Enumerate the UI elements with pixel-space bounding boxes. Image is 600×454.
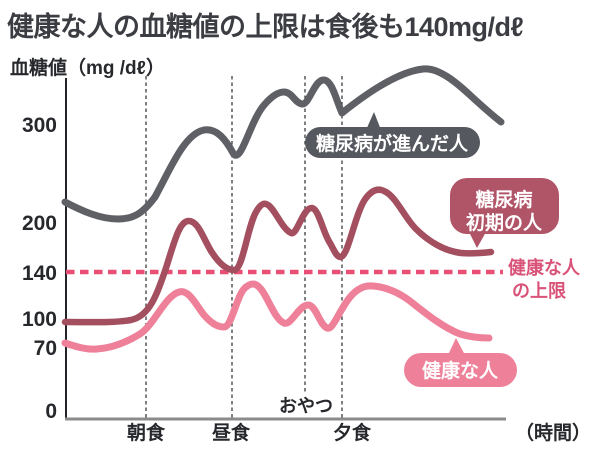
series-advanced-diabetes-line bbox=[61, 65, 505, 223]
badge-healthy-pointer bbox=[448, 338, 465, 355]
badge-healthy-label: 健康な人 bbox=[422, 359, 499, 382]
xtick-dinner: 夕食 bbox=[333, 421, 372, 444]
badge-early-label-line1: 糖尿病 bbox=[475, 188, 532, 211]
badge-advanced-diabetes: 糖尿病が進んだ人 bbox=[305, 112, 480, 158]
annotation-healthy-limit: 健康な人 の上限 bbox=[508, 257, 581, 301]
badge-healthy-bg bbox=[404, 353, 517, 387]
badge-early-pointer bbox=[469, 232, 486, 248]
badge-early-diabetes: 糖尿病 初期の人 bbox=[450, 178, 559, 248]
annotation-limit-line2: の上限 bbox=[512, 281, 567, 301]
ytick-0: 0 bbox=[45, 400, 57, 423]
badge-advanced-pointer bbox=[366, 112, 381, 130]
ytick-100: 100 bbox=[22, 308, 57, 331]
badge-advanced-bg bbox=[305, 127, 480, 158]
annotation-limit-line1: 健康な人 bbox=[508, 257, 581, 278]
ytick-300: 300 bbox=[22, 114, 57, 137]
badge-advanced-label: 糖尿病が進んだ人 bbox=[316, 132, 469, 155]
series-early-diabetes-line bbox=[61, 186, 495, 326]
badge-healthy: 健康な人 bbox=[404, 338, 517, 387]
ytick-70: 70 bbox=[34, 337, 57, 360]
xtick-breakfast: 朝食 bbox=[127, 421, 166, 444]
label-snack: おやつ bbox=[279, 396, 333, 416]
xtick-time-unit: （時間） bbox=[515, 421, 591, 444]
figure-title: 健康な人の血糖値の上限は食後も140mg/dℓ bbox=[7, 12, 524, 42]
series-healthy-line bbox=[61, 280, 493, 353]
ytick-200: 200 bbox=[22, 212, 57, 235]
y-axis-label: 血糖値（mg /dℓ） bbox=[10, 56, 165, 79]
ytick-140: 140 bbox=[22, 262, 57, 285]
badge-early-bg bbox=[450, 178, 559, 234]
xtick-lunch: 昼食 bbox=[212, 421, 251, 444]
badge-early-label-line2: 初期の人 bbox=[466, 211, 543, 234]
